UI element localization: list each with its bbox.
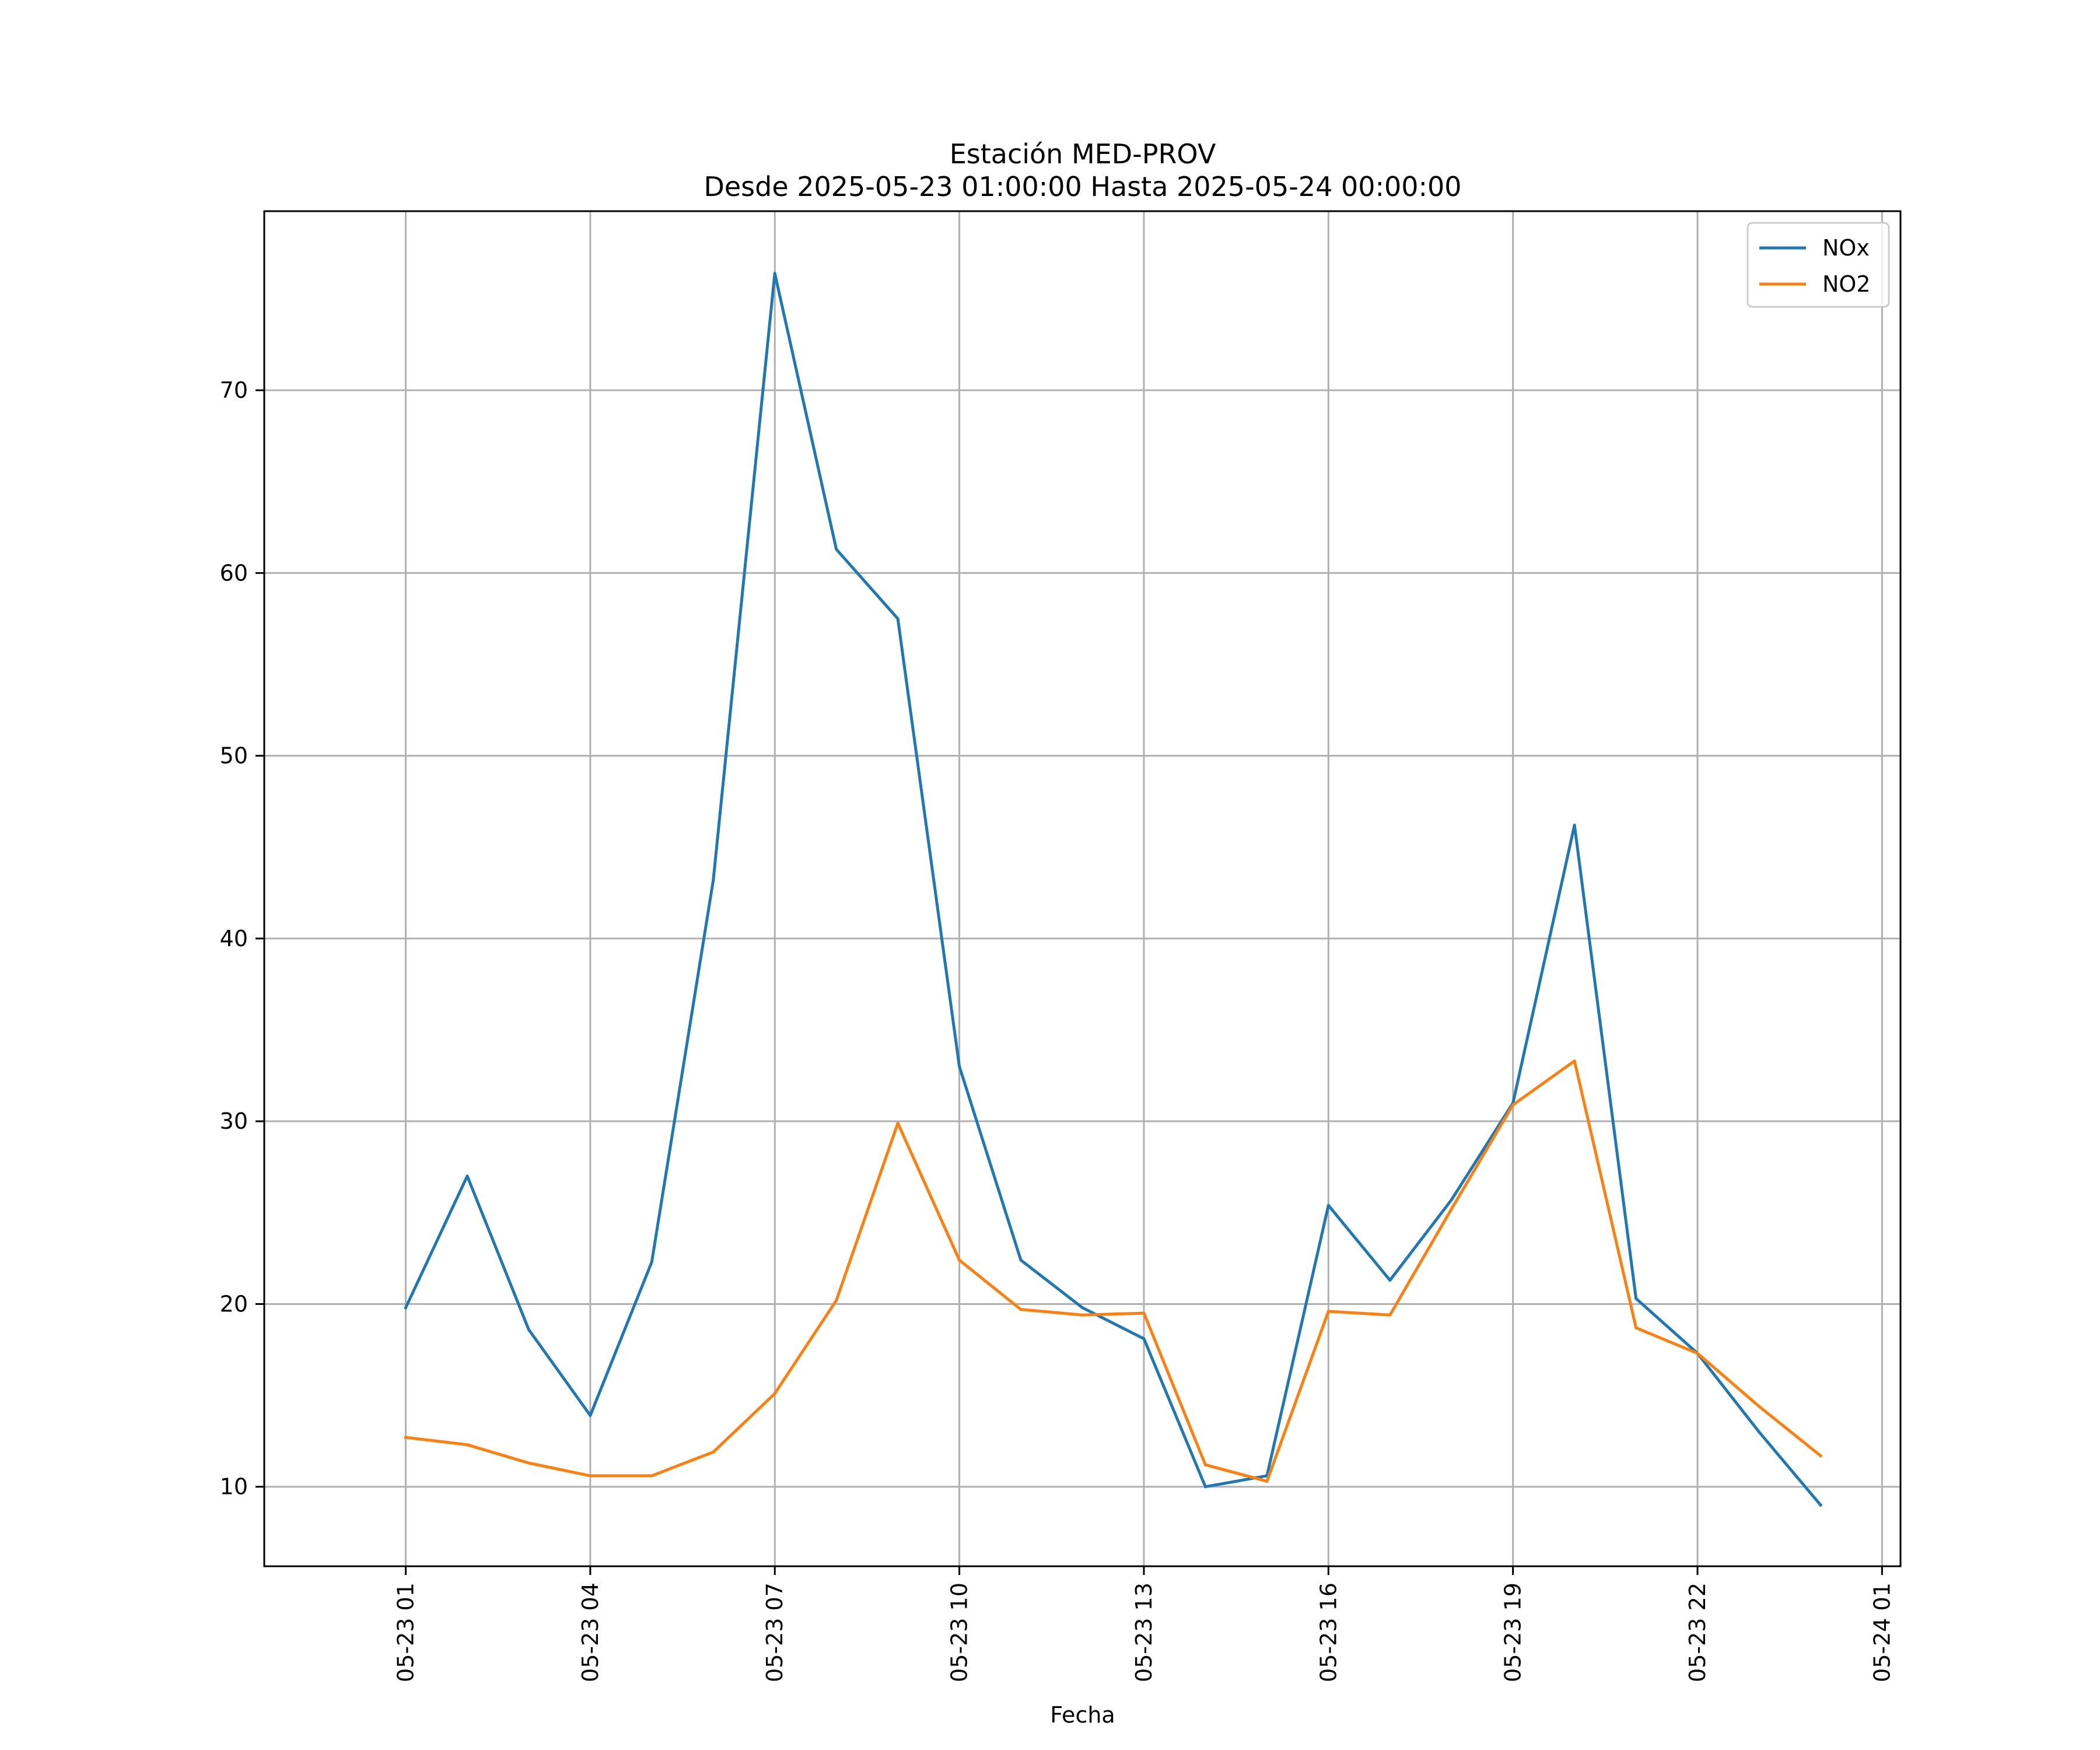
data-point-nox [1203,1485,1207,1489]
x-tick-label: 05-23 04 [578,1583,603,1682]
data-point-nox [773,272,776,275]
data-point-no2 [712,1450,715,1454]
data-point-no2 [896,1121,900,1125]
data-point-nox [1081,1306,1084,1310]
data-point-no2 [773,1392,776,1395]
y-tick-label: 30 [220,1108,248,1134]
chart-title: Estación MED-PROV [950,138,1216,170]
data-point-nox [712,878,715,882]
data-point-no2 [1142,1311,1146,1315]
data-point-no2 [1573,1059,1576,1063]
series-line-no2 [404,1059,1823,1483]
data-point-nox [1819,1503,1822,1507]
data-point-no2 [1388,1313,1392,1317]
data-point-nox [1757,1430,1760,1434]
y-tick-label: 60 [220,560,248,586]
data-point-no2 [1819,1454,1822,1457]
y-tick-label: 50 [220,743,248,769]
data-point-no2 [1203,1463,1207,1466]
y-tick-label: 10 [220,1474,248,1500]
x-tick-label: 05-23 16 [1315,1583,1341,1682]
y-tick-label: 70 [220,377,248,403]
y-tick-label: 40 [220,926,248,951]
series-line-nox [404,272,1823,1507]
data-point-nox [466,1174,469,1178]
data-point-no2 [1326,1310,1330,1313]
x-tick-label: 05-23 07 [762,1583,788,1682]
x-tick-label: 05-23 22 [1685,1583,1710,1682]
y-tick-label: 20 [220,1291,248,1317]
data-point-nox [1019,1258,1023,1262]
data-point-nox [404,1306,408,1310]
data-point-nox [589,1414,592,1418]
data-point-no2 [835,1298,838,1302]
data-point-no2 [527,1461,530,1465]
data-point-nox [650,1260,653,1264]
data-point-nox [958,1065,961,1068]
legend-label-no2: NO2 [1822,271,1871,297]
data-point-no2 [404,1436,408,1439]
chart-subtitle: Desde 2025-05-23 01:00:00 Hasta 2025-05-… [704,171,1461,202]
axes-frame [263,210,1902,1567]
data-point-nox [1142,1337,1146,1340]
data-point-no2 [466,1443,469,1447]
data-point-nox [835,548,838,551]
data-point-no2 [1081,1313,1084,1317]
data-point-no2 [1265,1479,1269,1483]
data-point-nox [1326,1203,1330,1207]
data-point-no2 [1634,1326,1638,1329]
data-point-no2 [589,1474,592,1478]
legend-box [1746,222,1890,308]
data-point-no2 [650,1474,653,1478]
data-point-no2 [958,1258,961,1262]
data-point-nox [1573,824,1576,827]
x-tick-label: 05-23 01 [393,1583,419,1682]
plot-area: 05-23 01 05-23 04 05-23 07 05-23 10 05-23 13… [220,210,1902,1682]
x-tick-label: 05-23 19 [1500,1583,1526,1682]
data-point-no2 [1757,1405,1760,1408]
data-point-nox [1388,1279,1392,1282]
data-point-no2 [1511,1103,1515,1107]
x-tick-label: 05-23 13 [1131,1583,1157,1682]
x-axis-label: Fecha [1050,1702,1115,1728]
legend-label-nox: NOx [1822,235,1870,261]
data-point-nox [1450,1198,1453,1202]
data-point-nox [896,617,900,621]
data-point-no2 [1450,1208,1453,1211]
data-point-no2 [1696,1352,1699,1355]
x-tick-label: 05-24 01 [1869,1583,1895,1682]
data-point-nox [1634,1297,1638,1300]
data-point-no2 [1019,1308,1023,1311]
x-tick-label: 05-23 10 [947,1583,972,1682]
data-point-nox [527,1328,530,1331]
